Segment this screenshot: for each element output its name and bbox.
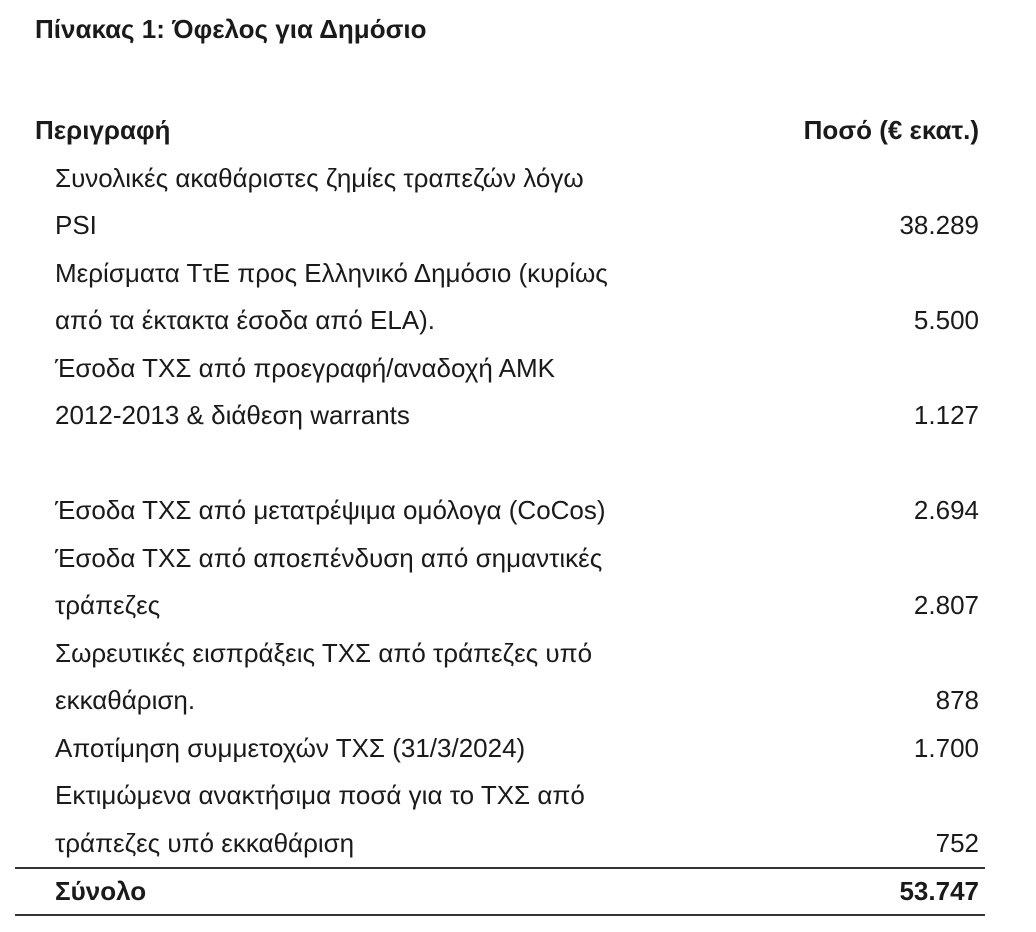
- description-line: 2012-2013 & διάθεση warrants: [55, 400, 410, 430]
- row-amount: 2.694: [913, 495, 979, 525]
- header-amount: Ποσό (€ εκατ.): [803, 115, 979, 145]
- table-row: Μερίσματα ΤτΕ προς Ελληνικό Δημόσιο (κυρ…: [15, 250, 985, 345]
- row-description: Έσοδα ΤΧΣ από αποεπένδυση από σημαντικές…: [15, 535, 602, 630]
- row-description: Σωρευτικές εισπράξεις ΤΧΣ από τράπεζες υ…: [15, 630, 592, 725]
- total-row: Σύνολο 53.747: [15, 867, 985, 916]
- table-row: Σωρευτικές εισπράξεις ΤΧΣ από τράπεζες υ…: [15, 630, 985, 725]
- row-description: Μερίσματα ΤτΕ προς Ελληνικό Δημόσιο (κυρ…: [15, 250, 608, 345]
- row-amount: 38.289: [899, 210, 979, 240]
- table-row: Εκτιμώμενα ανακτήσιμα ποσά για το ΤΧΣ απ…: [15, 772, 985, 867]
- description-line: Συνολικές ακαθάριστες ζημίες τραπεζών λό…: [55, 162, 584, 193]
- table-header-row: Περιγραφή Ποσό (€ εκατ.): [15, 107, 985, 155]
- description-line: εκκαθάριση.: [55, 685, 196, 715]
- total-label: Σύνολο: [55, 876, 147, 906]
- row-amount: 2.807: [913, 590, 979, 620]
- description-line: Έσοδα ΤΧΣ από προεγραφή/αναδοχή ΑΜΚ: [55, 352, 556, 383]
- description-line: τράπεζες: [55, 590, 161, 620]
- description-line: [15, 440, 555, 488]
- row-amount: 878: [935, 685, 979, 715]
- row-amount: 752: [935, 827, 979, 858]
- description-line: Μερίσματα ΤτΕ προς Ελληνικό Δημόσιο (κυρ…: [55, 257, 608, 288]
- row-amount: 5.500: [913, 305, 979, 335]
- description-line: Έσοδα ΤΧΣ από μετατρέψιμα ομόλογα (CoCos…: [55, 495, 606, 525]
- table-row: Έσοδα ΤΧΣ από αποεπένδυση από σημαντικές…: [15, 535, 985, 630]
- row-amount: 1.700: [913, 732, 979, 763]
- table-row: Αποτίμηση συμμετοχών ΤΧΣ (31/3/2024) 1.70…: [15, 725, 985, 773]
- row-description: Αποτίμηση συμμετοχών ΤΧΣ (31/3/2024): [15, 725, 525, 773]
- description-line: από τα έκτακτα έσοδα από ELA).: [55, 305, 435, 335]
- row-amount: 1.127: [913, 400, 979, 430]
- row-description: Συνολικές ακαθάριστες ζημίες τραπεζών λό…: [15, 155, 584, 250]
- table-row: Συνολικές ακαθάριστες ζημίες τραπεζών λό…: [15, 155, 985, 250]
- row-description: Εκτιμώμενα ανακτήσιμα ποσά για το ΤΧΣ απ…: [15, 772, 585, 867]
- description-line: Έσοδα ΤΧΣ από αποεπένδυση από σημαντικές: [55, 542, 603, 573]
- row-description: Έσοδα ΤΧΣ από μετατρέψιμα ομόλογα (CoCos…: [15, 487, 606, 535]
- table-row: Έσοδα ΤΧΣ από μετατρέψιμα ομόλογα (CoCos…: [15, 487, 985, 535]
- description-line: PSI: [55, 210, 97, 240]
- description-line: Αποτίμηση συμμετοχών ΤΧΣ (31/3/2024): [55, 732, 526, 763]
- benefit-table: Περιγραφή Ποσό (€ εκατ.) Συνολικές ακαθά…: [15, 107, 985, 916]
- description-line: τράπεζες υπό εκκαθάριση: [55, 827, 355, 858]
- description-line: Εκτιμώμενα ανακτήσιμα ποσά για το ΤΧΣ απ…: [55, 780, 585, 810]
- header-description: Περιγραφή: [35, 115, 171, 145]
- row-description: Έσοδα ΤΧΣ από προεγραφή/αναδοχή ΑΜΚ 2012-…: [15, 345, 555, 488]
- table-row: Έσοδα ΤΧΣ από προεγραφή/αναδοχή ΑΜΚ 2012-…: [15, 345, 985, 488]
- table-title: Πίνακας 1: Όφελος για Δημόσιο: [35, 14, 427, 44]
- total-value: 53.747: [899, 876, 979, 906]
- description-line: Σωρευτικές εισπράξεις ΤΧΣ από τράπεζες υ…: [55, 637, 593, 668]
